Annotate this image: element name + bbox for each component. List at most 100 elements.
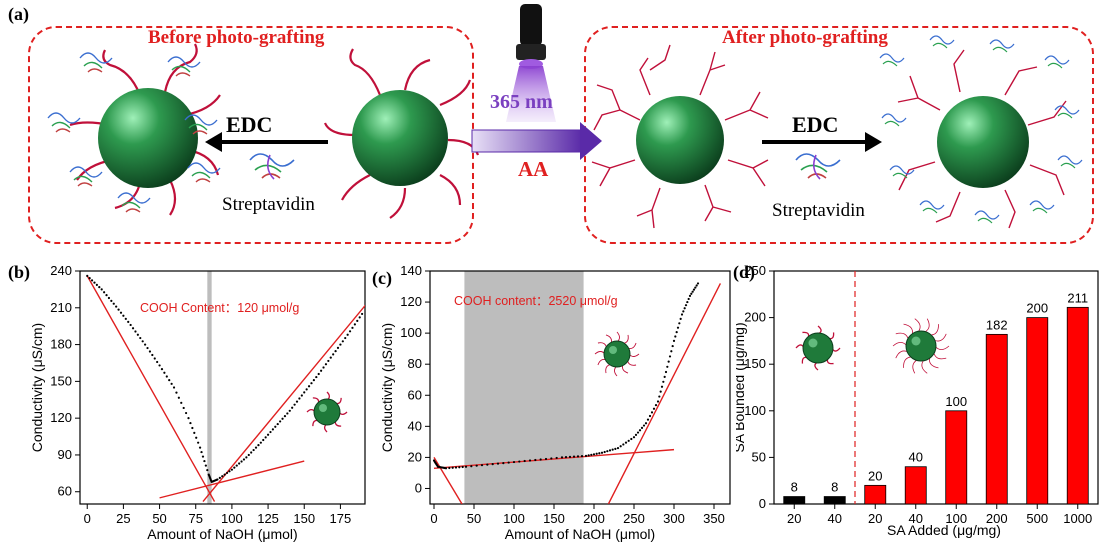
data-point (200, 450, 203, 454)
data-point (122, 314, 125, 317)
x-tick-label: 20 (787, 511, 801, 526)
data-point (683, 307, 686, 310)
data-point (283, 415, 287, 418)
data-point (652, 407, 656, 410)
panel-label-d: (d) (733, 262, 755, 282)
data-point (451, 466, 454, 469)
x-tick-label: 500 (1026, 511, 1048, 526)
aa-label: AA (518, 157, 549, 181)
data-point (448, 466, 451, 470)
data-point (666, 365, 669, 368)
data-point (534, 458, 537, 462)
data-point (502, 461, 505, 465)
x-tick-label: 150 (543, 511, 565, 526)
bar-value-label: 40 (909, 450, 923, 465)
data-point (156, 360, 159, 364)
fit-line (433, 457, 463, 504)
bar (783, 496, 806, 505)
data-point (165, 375, 168, 378)
data-point (664, 370, 668, 374)
data-point (100, 288, 103, 291)
data-point (103, 291, 106, 294)
data-point (656, 400, 660, 403)
data-point (486, 463, 489, 466)
y-tick-label: 100 (744, 403, 766, 418)
data-point (512, 460, 516, 464)
y-axis-label: Conductivity (μS/cm) (379, 323, 395, 452)
polymer-chain (929, 324, 939, 336)
data-point (107, 296, 111, 300)
data-point (329, 356, 332, 359)
data-point (146, 346, 149, 350)
data-point (458, 466, 461, 469)
data-point (136, 333, 139, 336)
data-point (286, 412, 289, 415)
data-point (93, 281, 96, 284)
data-point (257, 444, 260, 447)
data-point (160, 368, 164, 371)
polymer-chain (597, 342, 608, 349)
bar (823, 496, 846, 505)
shaded-region (207, 271, 212, 504)
data-point (339, 343, 342, 346)
data-point (682, 310, 685, 313)
data-point (619, 445, 622, 448)
data-point (696, 282, 700, 285)
data-point (692, 288, 696, 291)
data-point (630, 437, 633, 441)
uv-lamp-icon (506, 4, 556, 122)
data-point (640, 426, 644, 429)
data-point (638, 429, 642, 432)
y-tick-label: 80 (408, 356, 422, 371)
data-point (193, 431, 196, 434)
data-point (691, 290, 694, 293)
data-point (694, 286, 697, 289)
sphere-with-proteins (47, 43, 221, 216)
polymer-chain (934, 345, 950, 350)
data-point (201, 455, 205, 458)
data-point (298, 397, 301, 400)
panel-label-b: (b) (8, 262, 30, 282)
bar (1026, 317, 1049, 505)
data-point (189, 421, 192, 425)
x-tick-label: 40 (909, 511, 923, 526)
edc-label-left: EDC (226, 112, 272, 137)
polymer-chain (933, 351, 947, 360)
polymer-chain (892, 342, 908, 347)
plot-frame (773, 270, 1099, 505)
data-point (353, 323, 356, 326)
data-point (580, 455, 584, 458)
bar (985, 333, 1008, 505)
data-point (295, 400, 299, 403)
data-point (117, 308, 120, 311)
edc-label-right: EDC (792, 112, 838, 137)
data-point (264, 436, 267, 439)
y-tick-label: 210 (50, 300, 72, 315)
data-point (317, 372, 320, 376)
x-tick-label: 250 (623, 511, 645, 526)
nanoparticle-icon (795, 325, 841, 371)
data-point (233, 466, 236, 469)
data-point (648, 414, 652, 418)
polymer-chain (912, 359, 919, 374)
x-tick-label: 1000 (1063, 511, 1092, 526)
y-tick-label: 20 (408, 449, 422, 464)
x-tick-label: 25 (116, 511, 130, 526)
cooh-annotation: COOH Content：120 μmol/g (140, 301, 299, 315)
nanoparticle-icon (594, 331, 640, 377)
y-tick-label: 120 (400, 294, 422, 309)
data-point (225, 471, 229, 475)
data-point (271, 428, 274, 431)
data-point (598, 452, 601, 455)
data-point (269, 430, 272, 434)
x-tick-label: 150 (293, 511, 315, 526)
polymer-chain (903, 356, 913, 368)
data-point (663, 375, 666, 378)
polymer-chain (626, 359, 637, 366)
data-point (95, 283, 98, 286)
data-point (327, 359, 330, 363)
y-tick-label: 150 (50, 373, 72, 388)
data-point (590, 453, 593, 456)
data-point (603, 450, 606, 454)
data-point (310, 382, 313, 385)
